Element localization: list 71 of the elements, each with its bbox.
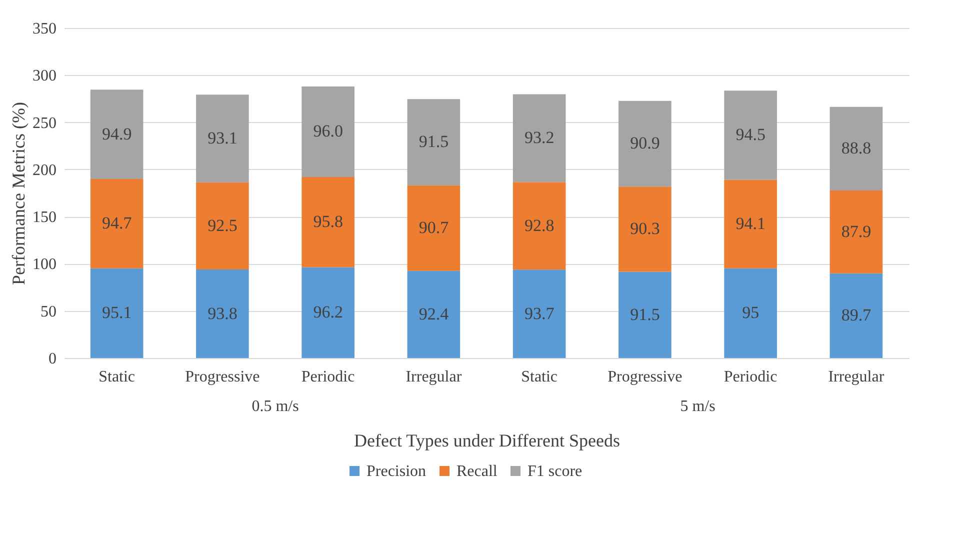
- bar: [512, 94, 566, 182]
- data-label: 94.1: [736, 214, 766, 234]
- bar: [302, 267, 354, 358]
- data-label: 91.5: [630, 304, 660, 324]
- data-label: 90.3: [630, 219, 660, 238]
- x-axis-title: Defect Types under Different Speeds: [354, 430, 620, 450]
- data-label: 90.9: [630, 134, 660, 153]
- x-tick-label: Static: [98, 368, 136, 386]
- bar: [196, 94, 249, 182]
- bar: [830, 190, 883, 274]
- y-axis-title: Performance Metrics (%): [8, 102, 28, 285]
- bar: [512, 182, 566, 270]
- x-tick-label: Periodic: [301, 368, 355, 386]
- legend-label: F1 score: [528, 463, 582, 480]
- data-label: 95: [742, 303, 760, 322]
- legend-label: Precision: [366, 463, 426, 480]
- bar: [302, 176, 354, 268]
- data-label: 96.0: [313, 122, 343, 141]
- data-label: 89.7: [841, 306, 872, 325]
- data-label: 96.2: [313, 302, 343, 322]
- data-label: 94.7: [102, 214, 132, 233]
- data-label: 92.8: [524, 216, 554, 235]
- bar: [407, 99, 460, 186]
- data-label: 88.8: [841, 138, 872, 158]
- bar: [90, 179, 144, 268]
- bar: [724, 90, 777, 180]
- data-label: 94.9: [102, 124, 132, 144]
- text: 5 m/s: [680, 398, 716, 415]
- data-label: 93.1: [208, 128, 238, 148]
- data-label: 91.5: [418, 132, 449, 152]
- bar: [302, 86, 354, 177]
- bar: [618, 272, 672, 358]
- y-tick-label: 300: [32, 68, 56, 85]
- x-tick-label: Static: [521, 368, 558, 386]
- bar: [407, 185, 460, 271]
- legend-label: Recall: [456, 463, 498, 480]
- bar: [196, 182, 249, 270]
- x-tick-label: Irregular: [406, 368, 462, 386]
- x-tick-label: Irregular: [828, 368, 885, 386]
- data-label: 93.7: [524, 304, 555, 323]
- y-tick-label: 100: [32, 256, 56, 274]
- data-label: 93.8: [208, 304, 238, 323]
- x-tick-label: Progressive: [608, 368, 682, 386]
- data-label: 93.2: [524, 128, 554, 148]
- y-tick-label: 200: [32, 162, 56, 179]
- y-tick-label: 250: [32, 114, 56, 132]
- bar: [512, 270, 566, 358]
- data-label: 92.4: [418, 304, 450, 324]
- data-label: 90.7: [418, 218, 450, 238]
- bar: [724, 180, 777, 268]
- x-tick-label: Periodic: [724, 368, 778, 386]
- bar: [90, 90, 144, 180]
- bar: [830, 273, 883, 358]
- y-tick-label: 0: [48, 350, 56, 368]
- text: 0.5 m/s: [252, 398, 299, 415]
- y-tick-label: 150: [32, 209, 56, 226]
- bar: [196, 270, 249, 358]
- data-label: 95.1: [102, 303, 132, 322]
- y-tick-label: 350: [32, 20, 56, 38]
- data-label: 94.5: [736, 125, 766, 144]
- y-tick-label: 50: [40, 303, 56, 320]
- bar: [830, 106, 883, 191]
- bar: [618, 100, 672, 187]
- bar: [90, 268, 144, 358]
- data-label: 92.5: [208, 216, 238, 235]
- bar: [407, 270, 460, 358]
- data-label: 87.9: [841, 222, 872, 241]
- data-label: 95.8: [313, 212, 343, 232]
- x-tick-label: Progressive: [185, 368, 260, 386]
- bar: [618, 186, 672, 272]
- bar: [724, 268, 777, 358]
